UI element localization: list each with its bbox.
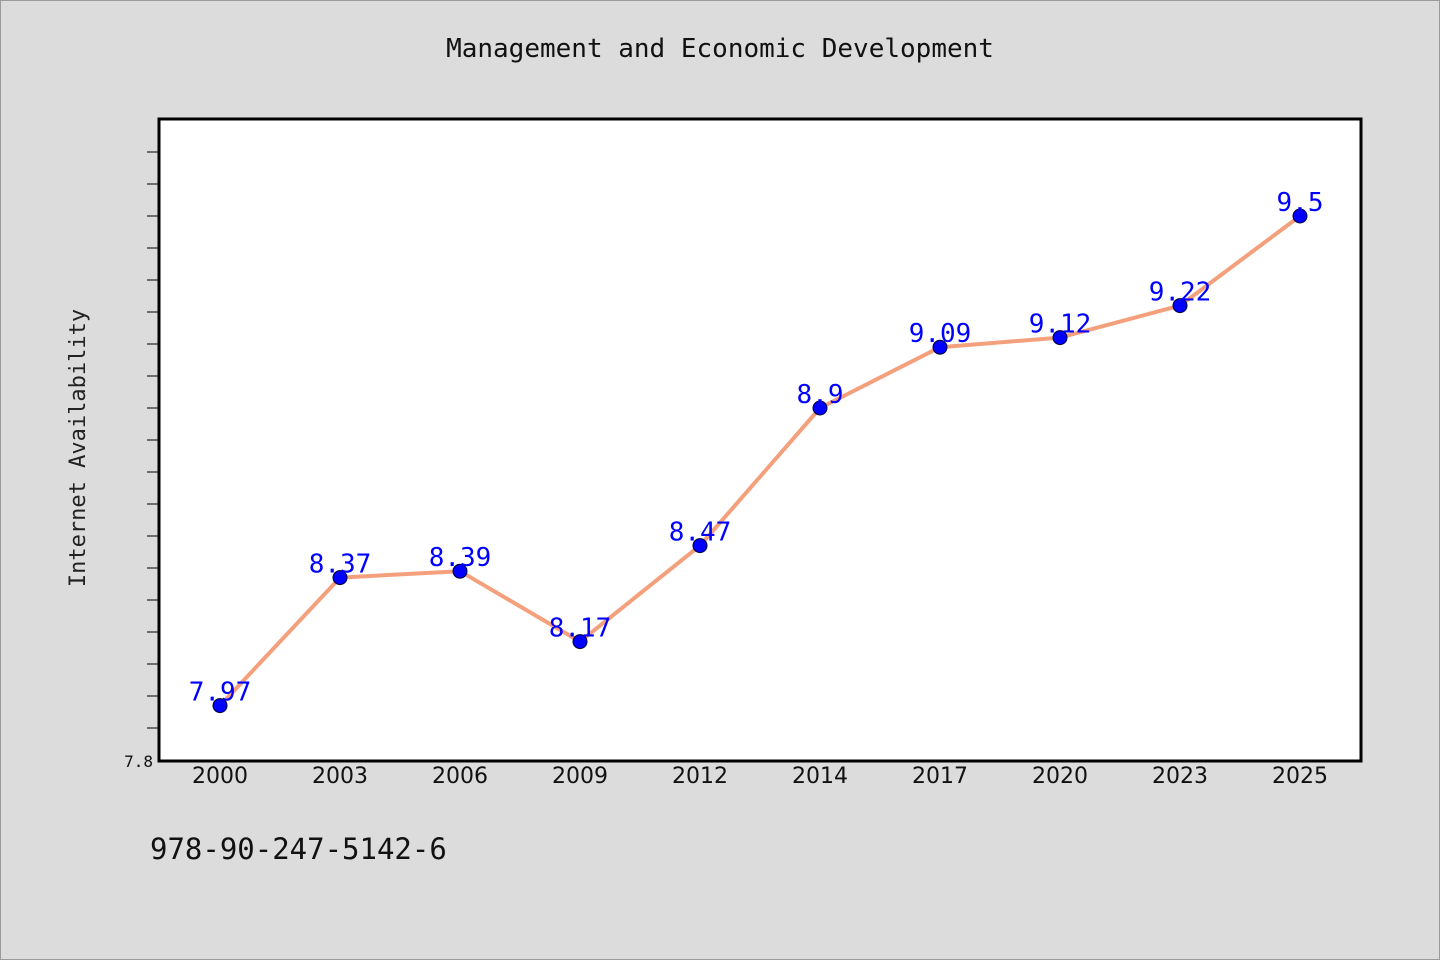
data-point (1052, 330, 1068, 346)
data-point (1292, 208, 1308, 224)
data-label: 7.97 (189, 678, 252, 708)
data-label: 8.17 (549, 614, 612, 644)
x-tick-label: 2006 (432, 764, 488, 789)
x-tick-label: 2017 (912, 764, 968, 789)
data-point (212, 698, 228, 714)
x-axis-tick-labels: 2000 2003 2006 2009 2012 2014 2017 2020 2023 2025 (192, 764, 1328, 789)
data-point (812, 400, 828, 416)
data-point (572, 634, 588, 650)
x-tick-label: 2009 (552, 764, 608, 789)
data-labels: 7.97 8.37 8.39 8.17 8.47 8.9 9.09 9.12 9.22 9.5 (189, 188, 1324, 708)
data-point (332, 570, 348, 586)
y-axis-label: Internet Availability (66, 309, 91, 587)
x-tick-label: 2000 (192, 764, 248, 789)
data-point (932, 339, 948, 355)
y-axis-ticks (147, 151, 159, 729)
data-label: 8.47 (669, 518, 732, 548)
x-tick-label: 2025 (1272, 764, 1328, 789)
data-label: 8.9 (797, 380, 844, 410)
data-point (452, 563, 468, 579)
data-label: 8.39 (429, 543, 492, 573)
x-tick-label: 2023 (1152, 764, 1208, 789)
data-label: 9.12 (1029, 310, 1092, 340)
data-markers (212, 208, 1308, 714)
data-label: 9.22 (1149, 278, 1212, 308)
data-label: 8.37 (309, 550, 372, 580)
x-tick-label: 2012 (672, 764, 728, 789)
x-tick-label: 2020 (1032, 764, 1088, 789)
plot-area (157, 117, 1363, 763)
data-point (692, 538, 708, 554)
chart-title: Management and Economic Development (446, 34, 994, 64)
isbn-text: 978-90-247-5142-6 (150, 832, 447, 866)
data-point (1172, 298, 1188, 314)
data-label: 9.09 (909, 319, 972, 349)
x-tick-label: 2014 (792, 764, 848, 789)
x-tick-label: 2003 (312, 764, 368, 789)
data-label: 9.5 (1277, 188, 1324, 218)
series-line (218, 214, 1302, 707)
y-tick-label: 7.8 (124, 752, 153, 771)
